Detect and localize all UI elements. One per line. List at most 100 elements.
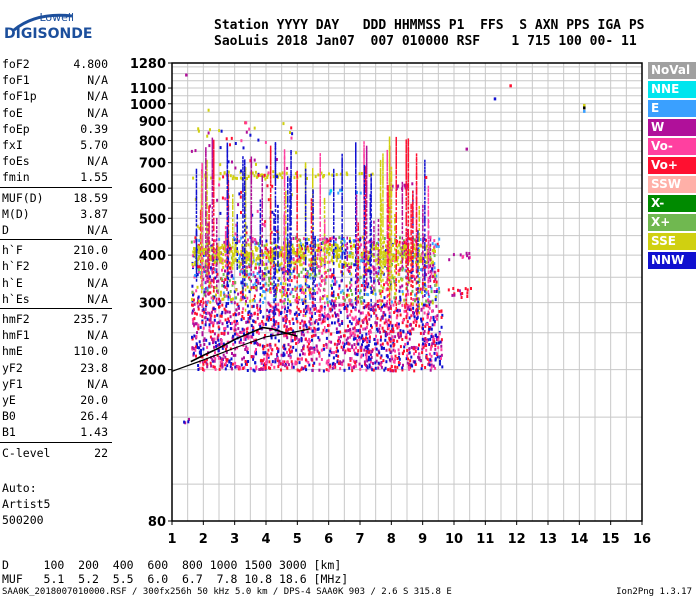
echo-trace-point xyxy=(373,265,375,269)
echo-trace-point xyxy=(304,259,307,263)
echo-trace-point xyxy=(372,308,374,312)
echo-trace-point xyxy=(232,201,234,205)
echo-trace-point xyxy=(377,270,380,274)
echo-trace-point xyxy=(263,272,266,276)
echo-trace-point xyxy=(398,240,401,244)
echo-trace-point xyxy=(213,225,215,229)
echo-trace-point xyxy=(206,216,208,220)
echo-trace-point xyxy=(213,345,215,349)
echo-trace-point xyxy=(217,302,220,306)
echo-trace-point xyxy=(355,153,357,157)
echo-trace-point xyxy=(296,265,298,269)
echo-trace-point xyxy=(370,356,373,359)
param-row-foe: foE N/A xyxy=(2,105,108,121)
echo-trace-point xyxy=(432,341,435,345)
param-key: MUF(D) xyxy=(2,190,44,205)
echo-trace-point xyxy=(260,173,263,177)
echo-trace-point xyxy=(265,165,268,169)
echo-trace-point xyxy=(364,273,367,277)
echo-trace-point xyxy=(399,329,402,333)
echo-trace-point xyxy=(397,325,400,329)
echo-trace-point xyxy=(401,246,404,250)
echo-trace-point xyxy=(304,217,307,221)
echo-trace-point xyxy=(304,199,307,203)
echo-trace-point xyxy=(418,238,420,242)
echo-trace-point xyxy=(420,260,423,264)
echo-trace-point xyxy=(353,351,356,355)
echo-trace-point xyxy=(234,340,237,344)
echo-trace-point xyxy=(364,232,367,236)
echo-trace-point xyxy=(199,233,202,237)
echo-trace-point xyxy=(315,273,318,277)
echo-trace-point xyxy=(351,292,354,296)
echo-trace-point xyxy=(365,190,368,194)
echo-trace-point xyxy=(208,325,211,329)
echo-trace-point xyxy=(222,253,225,256)
echo-trace-point xyxy=(401,230,404,234)
echo-trace-point xyxy=(420,319,423,323)
echo-trace-point xyxy=(304,238,307,242)
echo-trace-point xyxy=(246,273,249,277)
echo-trace-point xyxy=(208,258,210,262)
echo-trace-point xyxy=(365,164,368,168)
echo-trace-point xyxy=(376,258,379,262)
echo-trace-point xyxy=(424,261,427,265)
echo-trace-point xyxy=(246,251,249,255)
echo-trace-point xyxy=(405,333,408,337)
echo-trace-point xyxy=(326,301,329,304)
echo-trace-point xyxy=(290,126,293,130)
echo-trace-point xyxy=(206,272,208,276)
echo-trace-point xyxy=(339,260,342,264)
echo-trace-point xyxy=(394,227,396,231)
echo-trace-point xyxy=(288,320,291,323)
echo-trace-point xyxy=(368,363,371,367)
echo-trace-point xyxy=(290,136,293,140)
echo-trace-point xyxy=(331,314,334,318)
echo-trace-point xyxy=(304,301,307,305)
echo-trace-point xyxy=(206,258,208,262)
echo-trace-point xyxy=(218,342,221,346)
echo-trace-point xyxy=(232,266,234,270)
echo-trace-point xyxy=(394,358,396,362)
echo-trace-point xyxy=(355,200,357,204)
echo-trace-point xyxy=(355,142,357,146)
echo-trace-point xyxy=(280,262,283,266)
panel-separator xyxy=(0,441,112,443)
echo-trace-point xyxy=(228,261,231,265)
echo-trace-point xyxy=(291,317,294,321)
echo-trace-point xyxy=(229,327,232,331)
echo-trace-point xyxy=(270,336,273,340)
echo-trace-point xyxy=(410,314,412,318)
echo-trace-point xyxy=(205,311,208,315)
echo-trace-point xyxy=(215,263,218,267)
echo-trace-point xyxy=(290,255,292,259)
echo-trace-point xyxy=(236,320,238,323)
echo-trace-point xyxy=(403,241,406,244)
echo-trace-point xyxy=(394,365,397,369)
echo-trace-point xyxy=(310,268,313,272)
echo-trace-point xyxy=(394,225,396,229)
echo-trace-point xyxy=(213,250,215,254)
echo-trace-point xyxy=(361,334,364,338)
echo-trace-point xyxy=(390,365,393,368)
echo-trace-point xyxy=(199,265,202,269)
echo-trace-point xyxy=(345,307,348,311)
echo-trace-point xyxy=(292,365,295,369)
echo-trace-point xyxy=(356,319,359,323)
echo-trace-point xyxy=(304,194,307,197)
echo-trace-point xyxy=(418,324,421,328)
param-row-fof1p: foF1p N/A xyxy=(2,88,108,104)
echo-trace-point xyxy=(428,265,431,269)
echo-trace-point xyxy=(378,250,381,254)
echo-trace-point xyxy=(417,290,419,294)
echo-trace-point xyxy=(265,358,268,362)
echo-trace-point xyxy=(206,210,208,214)
echo-trace-point xyxy=(348,266,351,269)
echo-trace-point xyxy=(355,246,357,250)
echo-trace-point xyxy=(323,305,326,309)
echo-trace-point xyxy=(424,324,427,328)
echo-trace-point xyxy=(240,139,243,143)
echo-trace-point xyxy=(394,269,396,273)
param-value: N/A xyxy=(87,154,108,169)
echo-trace-point xyxy=(369,213,372,217)
